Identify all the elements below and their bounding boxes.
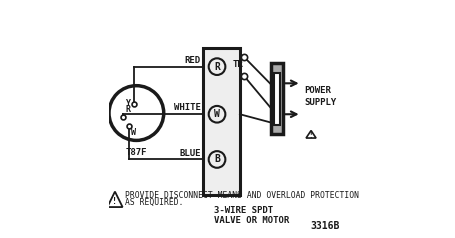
Text: AS REQUIRED.: AS REQUIRED. — [125, 198, 183, 207]
Text: TR: TR — [232, 60, 243, 69]
Text: T87F: T87F — [125, 148, 147, 157]
Text: W: W — [131, 128, 136, 137]
Text: POWER
SUPPLY: POWER SUPPLY — [304, 86, 336, 107]
Text: PROVIDE DISCONNECT MEANS AND OVERLOAD PROTECTION: PROVIDE DISCONNECT MEANS AND OVERLOAD PR… — [125, 191, 358, 200]
Bar — [270, 63, 282, 134]
Text: 3-WIRE SPDT: 3-WIRE SPDT — [213, 206, 272, 215]
Bar — [202, 48, 239, 195]
Text: B: B — [213, 154, 219, 164]
Text: R: R — [213, 62, 219, 72]
Text: VALVE OR MOTOR: VALVE OR MOTOR — [213, 216, 288, 225]
Text: !: ! — [308, 131, 313, 140]
Text: WHITE: WHITE — [173, 103, 200, 112]
Text: R: R — [126, 105, 131, 114]
Bar — [273, 73, 279, 125]
Text: W: W — [213, 109, 219, 119]
Text: RED: RED — [184, 56, 200, 65]
Text: 3316B: 3316B — [310, 221, 339, 231]
Text: BLUE: BLUE — [179, 149, 200, 158]
Text: !: ! — [112, 197, 117, 206]
Text: Y: Y — [125, 99, 130, 108]
